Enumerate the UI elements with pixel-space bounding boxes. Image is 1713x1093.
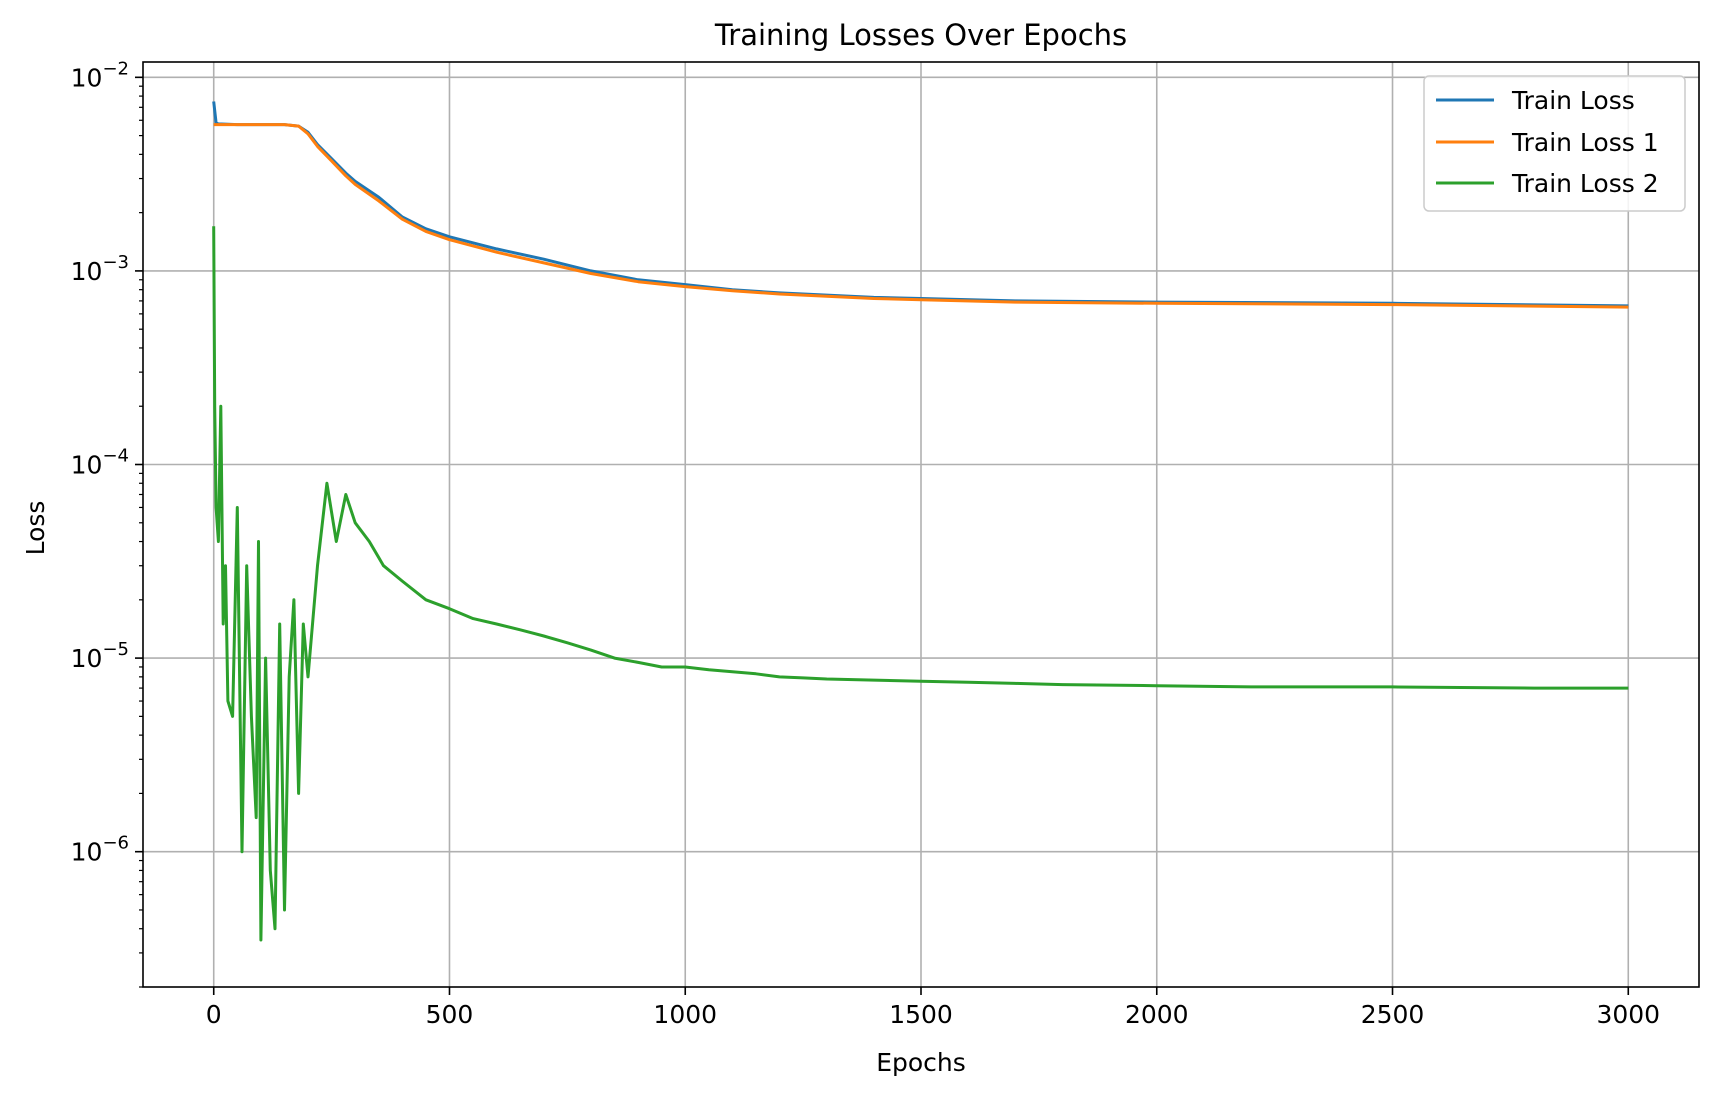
series-line-train-loss-2: [212, 226, 1629, 942]
x-tick-label: 1000: [653, 1000, 717, 1029]
series-layer: [212, 101, 1629, 942]
y-tick-label: 10−5: [71, 639, 129, 673]
x-tick-label: 2000: [1125, 1000, 1189, 1029]
y-axis-label: Loss: [21, 501, 50, 556]
x-tick-label: 3000: [1596, 1000, 1660, 1029]
x-axis-label: Epochs: [876, 1048, 966, 1077]
legend-box: [1423, 75, 1686, 212]
series-line-train-loss-1: [213, 123, 1629, 309]
y-tick-label: 10−2: [71, 58, 129, 92]
y-tick-label: 10−6: [71, 833, 129, 867]
legend-label-train-loss: Train Loss: [1511, 86, 1635, 115]
x-axis-ticks: 0 500 1000 1500 2000 2500 3000: [206, 987, 1660, 1029]
x-tick-label: 2500: [1361, 1000, 1425, 1029]
y-axis-ticks: 10−6 10−5 10−4 10−3 10−2: [71, 58, 143, 988]
chart-title: Training Losses Over Epochs: [714, 18, 1127, 52]
x-tick-label: 500: [426, 1000, 474, 1029]
legend-label-train-loss-1: Train Loss 1: [1511, 128, 1659, 157]
legend-label-train-loss-2: Train Loss 2: [1511, 169, 1659, 198]
legend: Train Loss Train Loss 1 Train Loss 2: [1423, 75, 1686, 212]
plot-frame: [142, 61, 1700, 988]
y-tick-label: 10−4: [71, 446, 129, 480]
grid: [143, 62, 1699, 987]
x-tick-label: 0: [206, 1000, 222, 1029]
y-tick-label: 10−3: [71, 252, 129, 286]
x-tick-label: 1500: [889, 1000, 953, 1029]
